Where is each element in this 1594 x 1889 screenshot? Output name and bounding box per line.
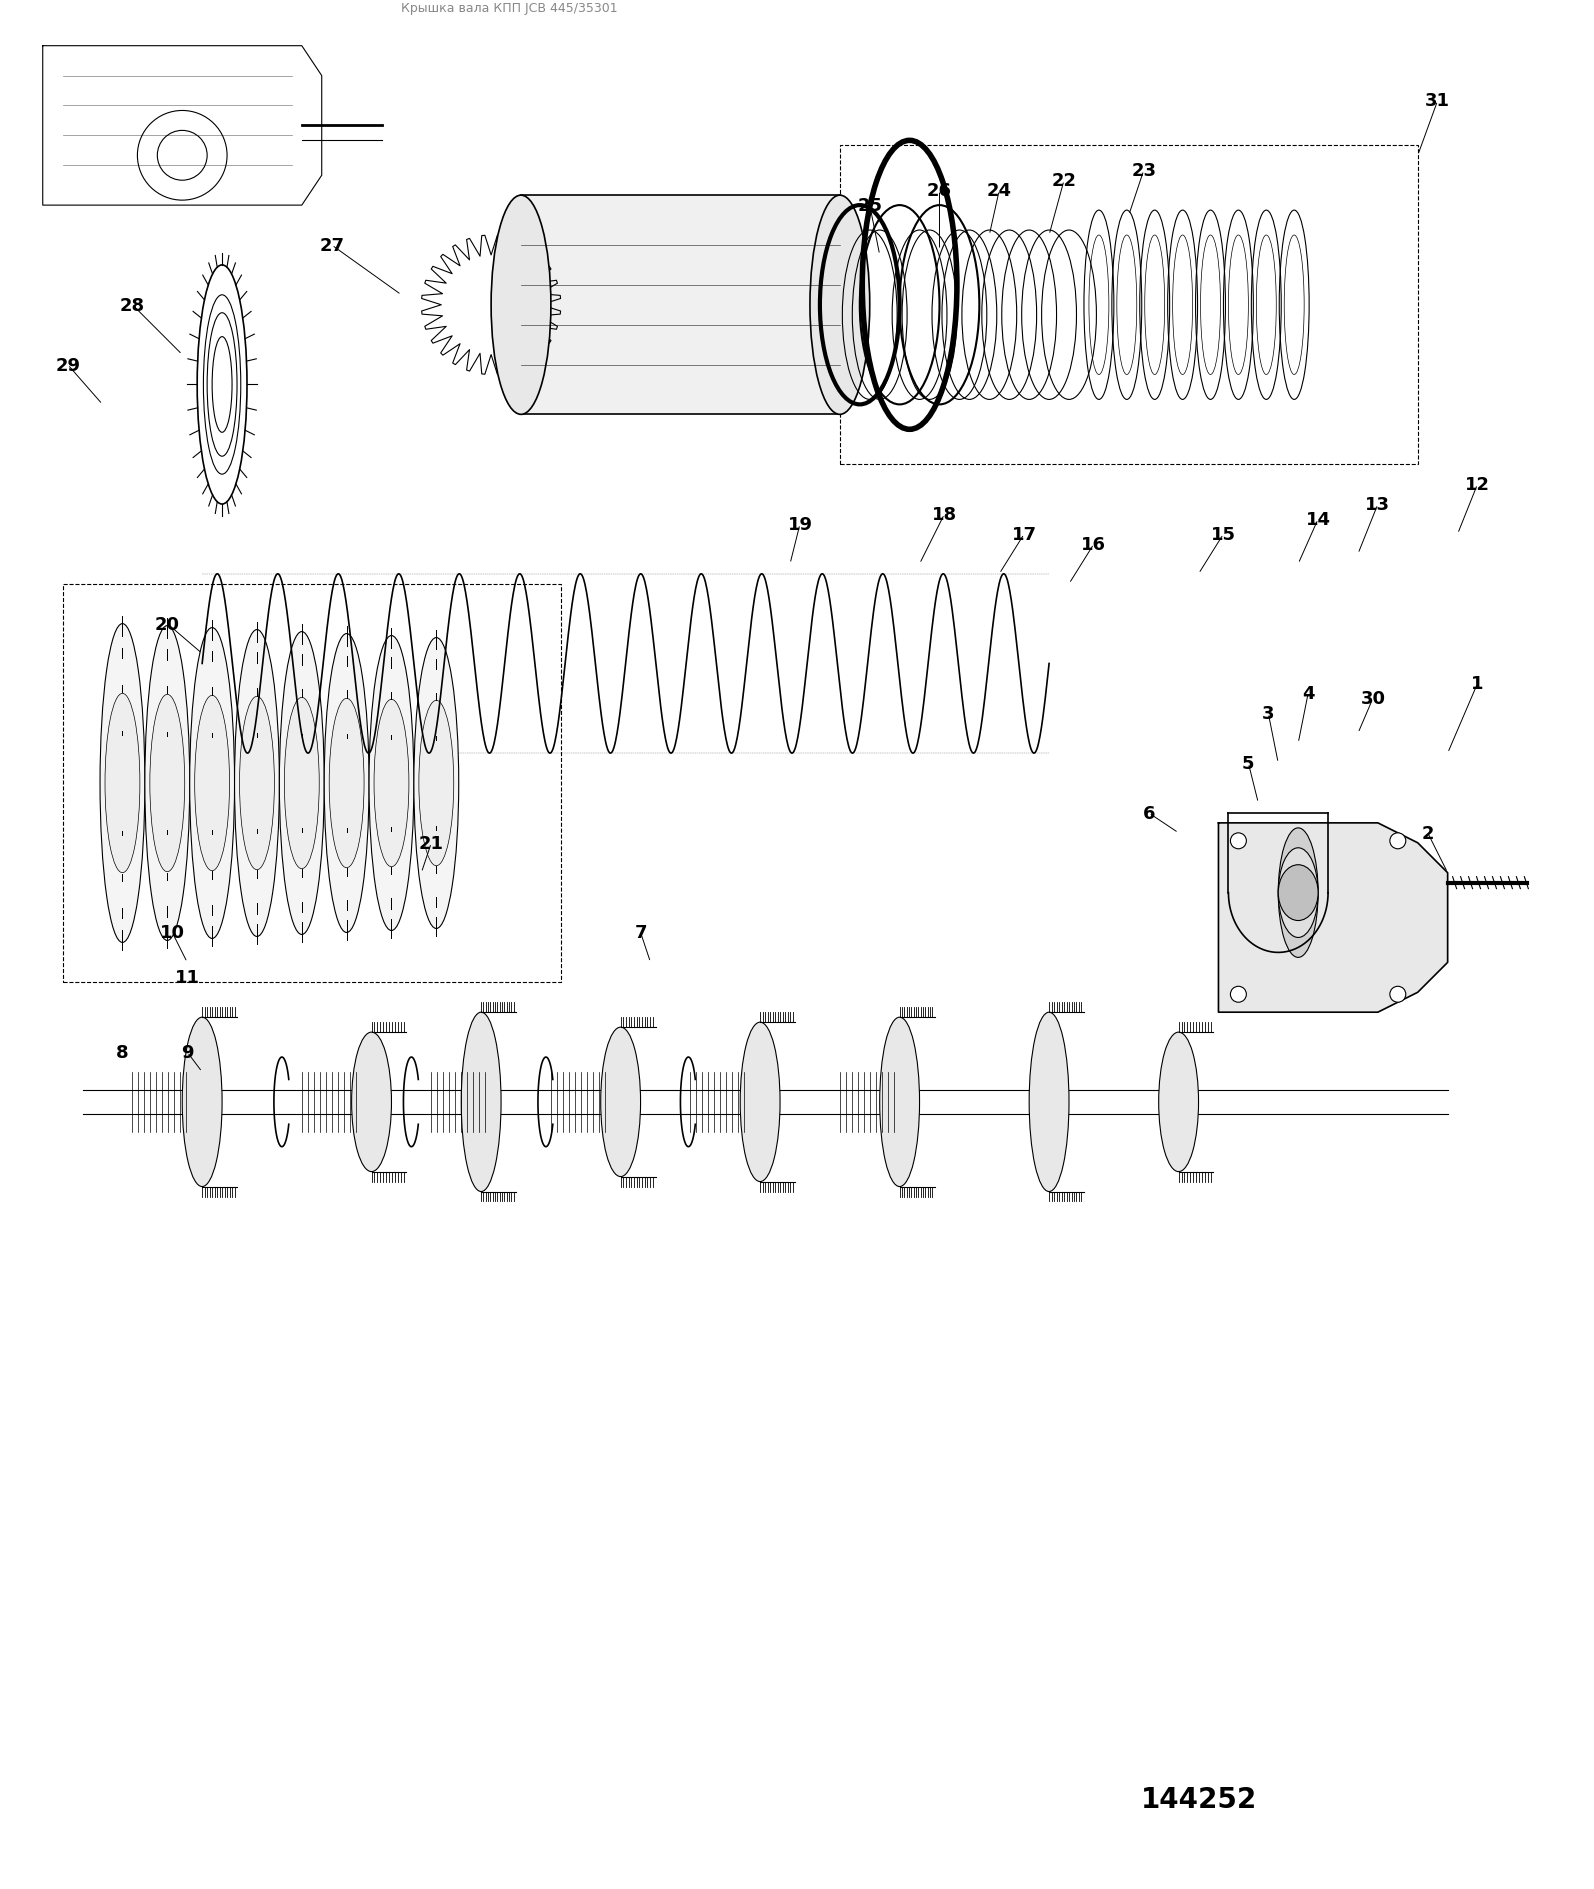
Text: 5: 5 [1242,756,1254,773]
Text: 17: 17 [1012,525,1036,544]
Text: 12: 12 [1465,476,1490,493]
Ellipse shape [414,638,459,929]
Bar [521,196,840,416]
Ellipse shape [324,635,370,933]
Text: 27: 27 [319,236,344,255]
Text: 29: 29 [56,357,80,374]
Ellipse shape [461,1013,501,1192]
Ellipse shape [740,1022,779,1183]
Text: 24: 24 [987,181,1012,200]
Text: 15: 15 [1211,525,1235,544]
Ellipse shape [105,693,140,873]
Ellipse shape [419,701,454,867]
Text: 144252: 144252 [1140,1785,1256,1813]
Text: 10: 10 [159,924,185,943]
Ellipse shape [1278,848,1318,939]
Circle shape [1390,833,1406,850]
Text: 28: 28 [120,297,145,315]
Ellipse shape [239,697,274,871]
Bar [62,584,561,982]
Circle shape [1231,833,1247,850]
Text: 2: 2 [1422,824,1435,842]
Text: 23: 23 [1132,162,1156,179]
Text: 6: 6 [1143,805,1156,822]
Ellipse shape [150,695,185,873]
Ellipse shape [279,633,324,935]
Text: 4: 4 [1302,686,1315,703]
Ellipse shape [145,627,190,941]
Text: 26: 26 [928,181,952,200]
Ellipse shape [1159,1033,1199,1171]
Ellipse shape [491,196,552,416]
Text: 7: 7 [634,924,647,943]
Ellipse shape [375,701,410,867]
Text: 25: 25 [858,196,881,215]
Ellipse shape [330,699,363,869]
Ellipse shape [352,1033,392,1171]
Ellipse shape [190,629,234,939]
Ellipse shape [1278,829,1318,958]
Text: 30: 30 [1360,689,1385,708]
Ellipse shape [182,1018,222,1186]
Text: 21: 21 [419,835,443,852]
Ellipse shape [1030,1013,1070,1192]
Text: 1: 1 [1471,674,1484,693]
Ellipse shape [194,695,230,871]
Text: 8: 8 [116,1043,129,1062]
Bar [840,145,1417,465]
Text: 19: 19 [787,516,813,535]
Text: 16: 16 [1081,536,1106,553]
Text: 20: 20 [155,616,180,633]
Ellipse shape [370,637,414,931]
Text: 11: 11 [175,969,199,986]
Text: 31: 31 [1425,93,1451,110]
Text: 14: 14 [1305,510,1331,529]
Ellipse shape [601,1028,641,1177]
Text: Крышка вала КПП JCB 445/35301: Крышка вала КПП JCB 445/35301 [402,2,618,15]
Polygon shape [1218,824,1447,1013]
Text: 13: 13 [1366,495,1390,514]
Ellipse shape [880,1018,920,1186]
Ellipse shape [100,623,145,943]
Ellipse shape [284,697,319,869]
Circle shape [1390,986,1406,1003]
Text: 3: 3 [1262,705,1275,723]
Text: 22: 22 [1052,172,1076,191]
Text: 18: 18 [932,506,956,523]
Ellipse shape [234,631,279,937]
Ellipse shape [1278,865,1318,922]
Ellipse shape [810,196,870,416]
Circle shape [1231,986,1247,1003]
Text: 9: 9 [182,1043,193,1062]
